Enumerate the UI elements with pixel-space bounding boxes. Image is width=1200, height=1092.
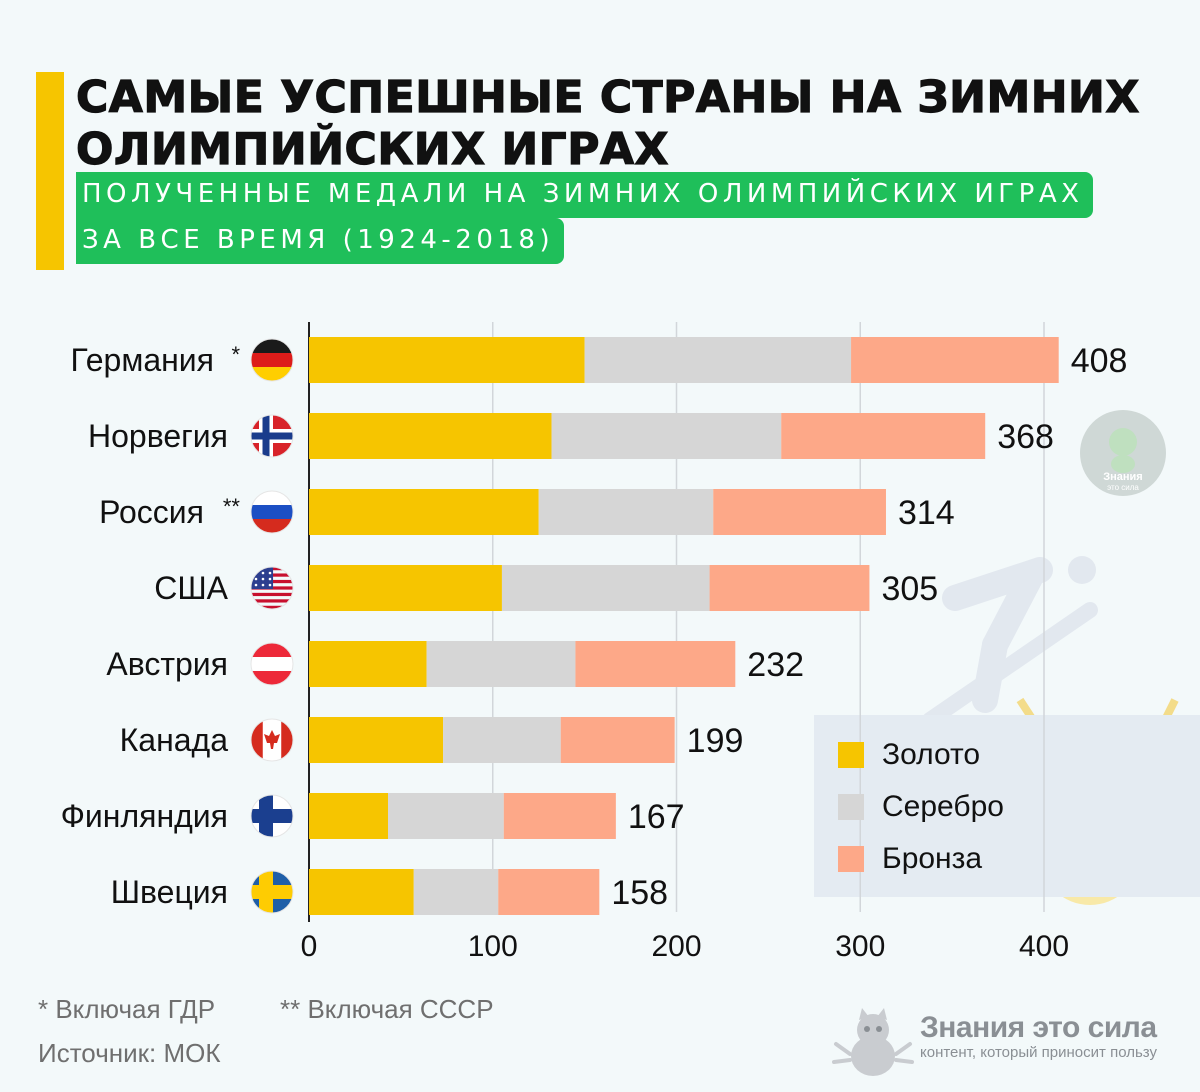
bar-gold (309, 793, 389, 839)
bar-gold (309, 641, 427, 687)
bar-silver (584, 337, 852, 383)
category-label: Финляндия (61, 798, 228, 834)
legend-swatch-silver (838, 794, 864, 820)
footnote-gdr: * Включая ГДР (38, 994, 216, 1024)
category-label: Австрия (106, 646, 228, 682)
category-label: Швеция (111, 874, 228, 910)
legend-label-gold: Золото (882, 738, 981, 771)
category-label: Канада (120, 722, 229, 758)
brand-badge-line1: Знания (1103, 471, 1142, 483)
bar-bronze (560, 717, 675, 763)
legend-swatch-bronze (838, 846, 864, 872)
flag-canada-icon (250, 718, 294, 762)
category-label: Германия (71, 342, 214, 378)
category-label: Норвегия (88, 418, 228, 454)
legend-label-silver: Серебро (882, 790, 1004, 823)
brand-logo: Знания это сила контент, который приноси… (920, 1012, 1157, 1062)
x-tick-label: 400 (1019, 930, 1069, 963)
flag-norway-icon (250, 414, 294, 458)
brand-cat-logo-icon (832, 1008, 914, 1076)
total-label: 232 (747, 646, 804, 684)
bar-gold (309, 869, 414, 915)
legend-swatch-gold (838, 742, 864, 768)
x-tick-label: 100 (468, 930, 518, 963)
chart-subtitle: ПОЛУЧЕННЫЕ МЕДАЛИ НА ЗИМНИХ ОЛИМПИЙСКИХ … (76, 172, 1094, 264)
brand-badge-line2: это сила (1107, 483, 1139, 492)
total-label: 314 (898, 494, 955, 532)
legend-background (814, 715, 1200, 897)
bar-gold (309, 717, 444, 763)
x-tick-label: 300 (835, 930, 885, 963)
bar-silver (426, 641, 576, 687)
legend-label-bronze: Бронза (882, 842, 983, 875)
total-label: 158 (611, 874, 668, 912)
flag-sweden-icon (250, 870, 294, 914)
category-footnote-mark: ** (223, 494, 241, 519)
bar-silver (551, 413, 782, 459)
footnote-source: Источник: МОК (38, 1038, 221, 1068)
total-label: 167 (628, 798, 685, 836)
bar-bronze (709, 565, 870, 611)
total-label: 199 (687, 722, 744, 760)
bar-silver (388, 793, 504, 839)
bar-gold (309, 489, 539, 535)
bar-gold (309, 337, 585, 383)
bar-silver (443, 717, 561, 763)
subtitle-line-2: ЗА ВСЕ ВРЕМЯ (1924-2018) (76, 218, 565, 264)
bar-bronze (851, 337, 1059, 383)
bar-silver (413, 869, 499, 915)
category-footnote-mark: * (231, 342, 240, 367)
subtitle-line-1: ПОЛУЧЕННЫЕ МЕДАЛИ НА ЗИМНИХ ОЛИМПИЙСКИХ … (76, 172, 1094, 218)
bar-silver (501, 565, 710, 611)
legend-item-silver: Серебро (838, 790, 1004, 824)
bar-gold (309, 565, 502, 611)
bar-bronze (498, 869, 600, 915)
flag-austria-icon (250, 642, 294, 686)
total-label: 305 (881, 570, 938, 608)
title-accent-bar (36, 72, 64, 270)
flag-russia-icon (250, 490, 294, 534)
brand-name: Знания это сила (920, 1011, 1157, 1044)
brand-tagline: контент, который приносит пользу (920, 1044, 1157, 1061)
bar-bronze (575, 641, 736, 687)
bar-silver (538, 489, 714, 535)
footnote-ussr: ** Включая СССР (280, 994, 494, 1024)
chart-title: САМЫЕ УСПЕШНЫЕ СТРАНЫ НА ЗИМНИХ ОЛИМПИЙС… (75, 71, 1140, 175)
flag-germany-icon (250, 338, 294, 382)
x-tick-label: 200 (651, 930, 701, 963)
legend-item-gold: Золото (838, 738, 980, 772)
flag-finland-icon (250, 794, 294, 838)
bar-bronze (781, 413, 986, 459)
bar-bronze (503, 793, 616, 839)
bar-bronze (713, 489, 886, 535)
total-label: 408 (1071, 342, 1128, 380)
brand-badge-icon: Знания это сила (1080, 410, 1166, 496)
category-label: Россия (99, 494, 204, 530)
category-label: США (154, 570, 228, 606)
x-tick-label: 0 (301, 930, 318, 963)
bar-gold (309, 413, 552, 459)
total-label: 368 (997, 418, 1054, 456)
legend-item-bronze: Бронза (838, 842, 982, 876)
flag-usa-icon (250, 566, 294, 610)
